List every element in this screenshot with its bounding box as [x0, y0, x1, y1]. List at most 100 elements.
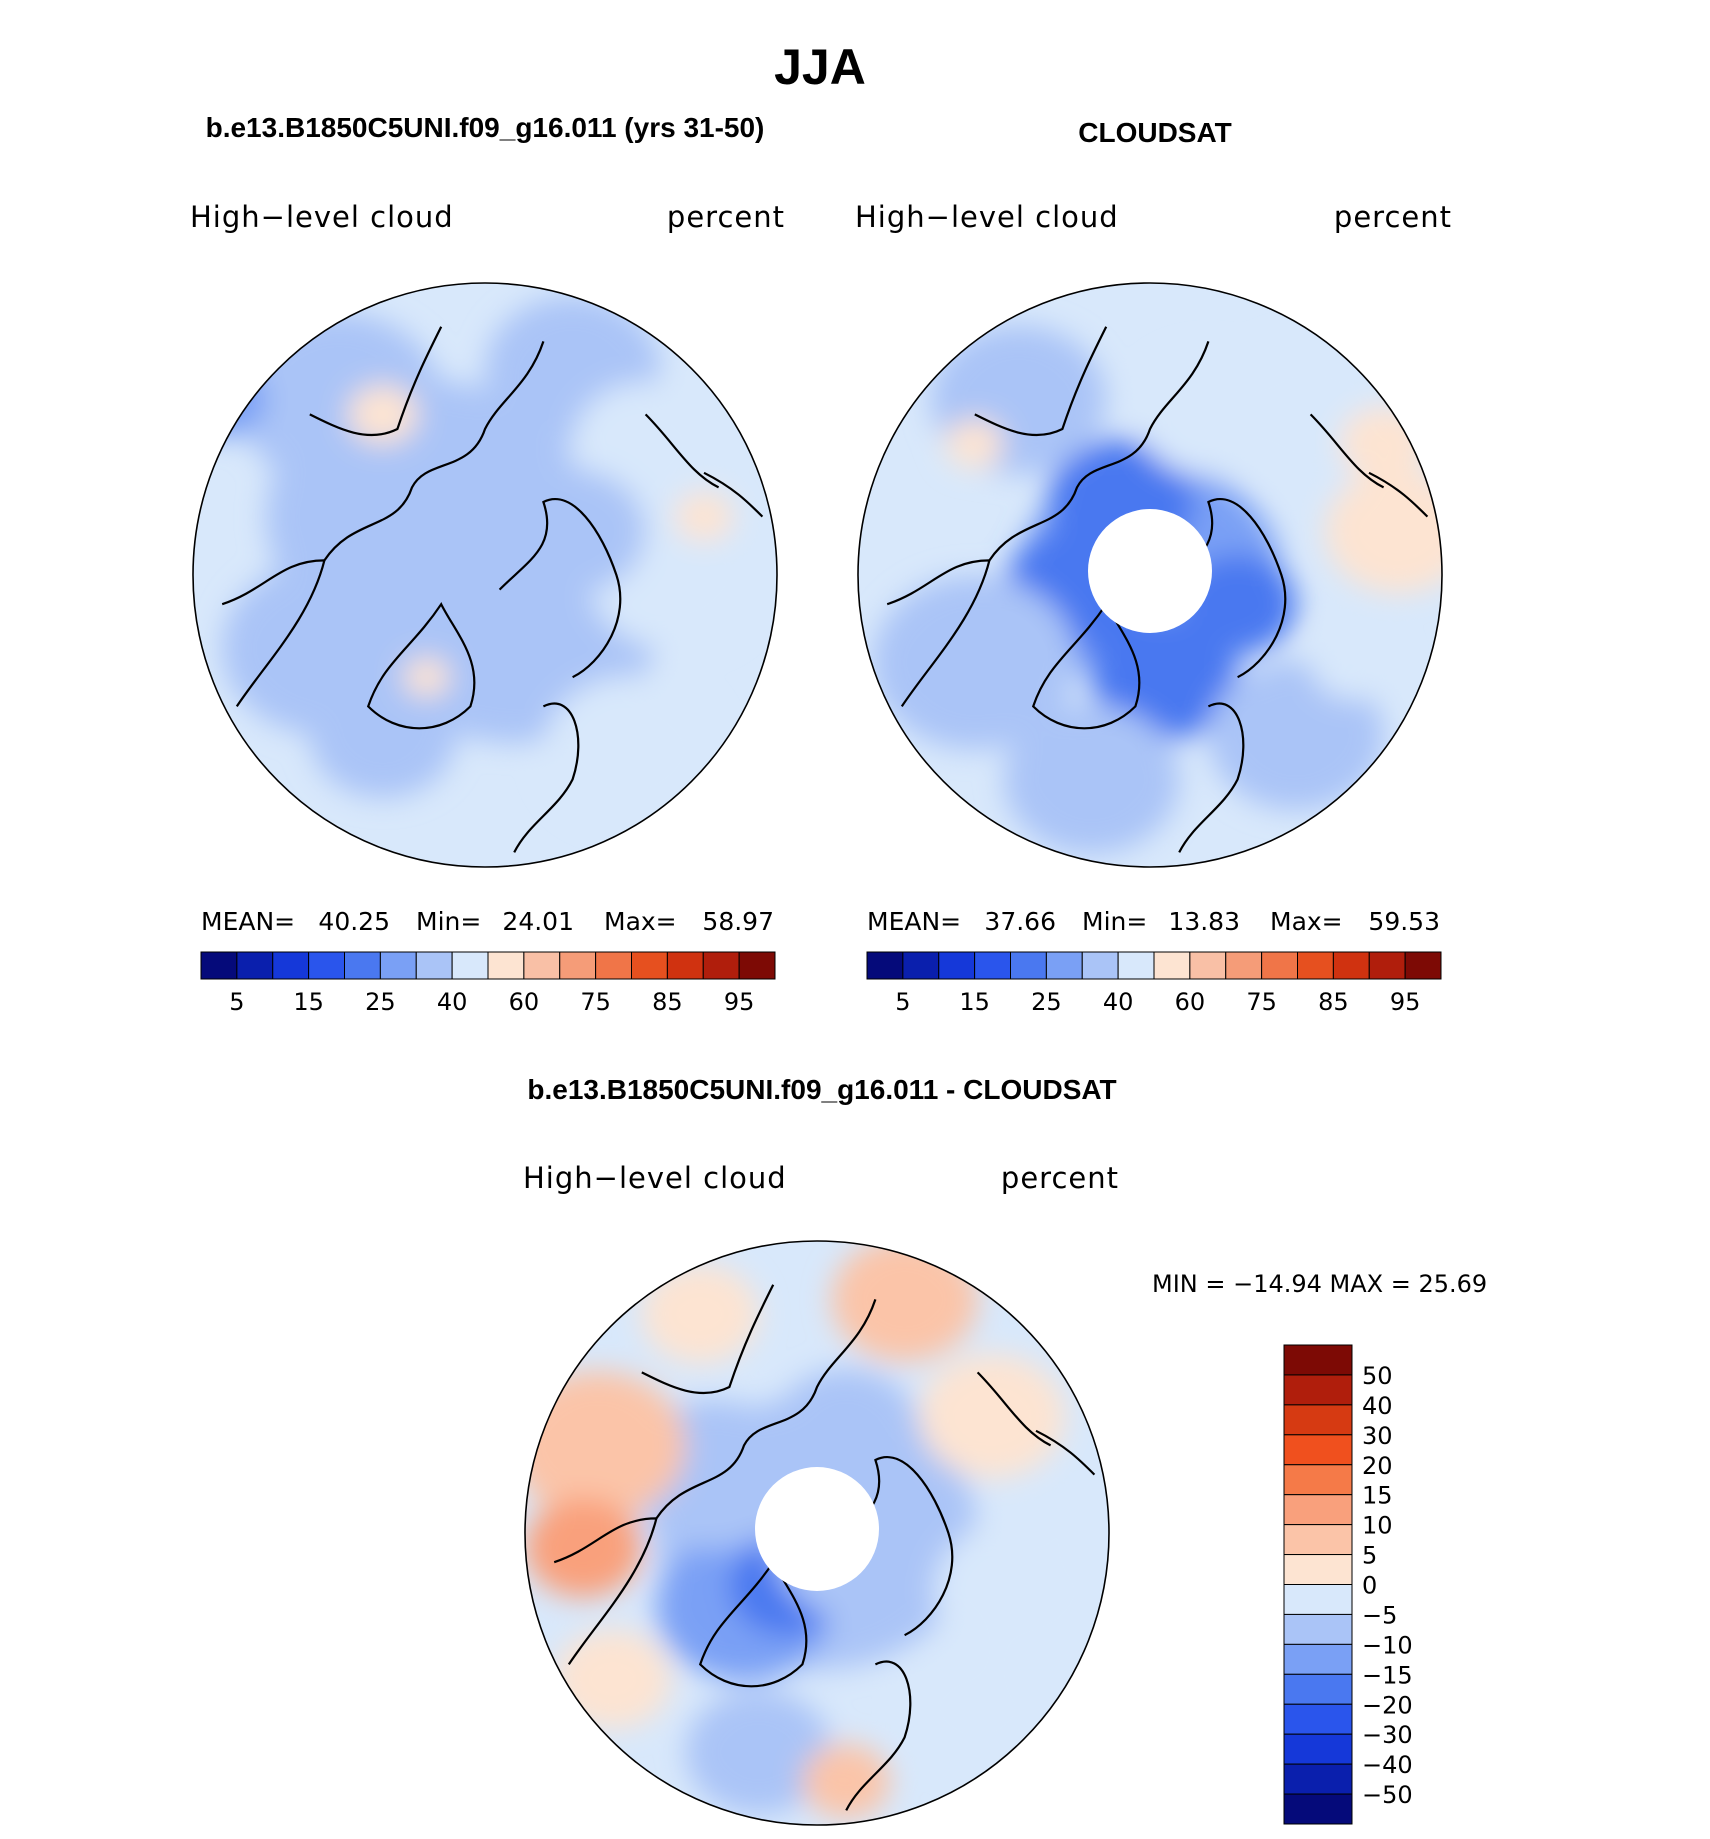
contour-region: [525, 1370, 686, 1520]
contour-region: [1135, 352, 1282, 477]
colorbar-tick-label: 25: [365, 988, 396, 1016]
contour-region: [1325, 469, 1442, 594]
contour-region: [403, 657, 450, 698]
coastline: [644, 413, 720, 489]
colorbar: 5 15 25 40 60 75 85 95: [200, 951, 776, 1016]
coastline: [1368, 471, 1429, 518]
coastline: [1178, 702, 1245, 853]
colorbar-swatch: [1117, 951, 1155, 980]
coastline: [976, 1371, 1052, 1447]
colorbar-swatch: [236, 951, 274, 980]
missing-data-pole: [755, 1467, 879, 1591]
coastline: [221, 559, 326, 708]
missing-data-pole: [1088, 509, 1212, 633]
colorbar-tick-label: 20: [1362, 1452, 1393, 1480]
contour-region: [933, 1516, 1109, 1666]
contour-region: [1339, 406, 1428, 481]
max-label: Max=: [604, 907, 677, 936]
coastline: [498, 498, 622, 679]
colorbar-swatch: [1283, 1703, 1353, 1735]
panel-title: b.e13.B1850C5UNI.f09_g16.011 - CLOUDSAT: [527, 1074, 1116, 1105]
colorbar-tick-label: 15: [1362, 1482, 1393, 1510]
colorbar-swatch: [1010, 951, 1047, 980]
colorbar-tick-label: −50: [1362, 1781, 1413, 1809]
colorbar-swatch: [1283, 1584, 1353, 1615]
units-label: percent: [667, 200, 785, 234]
contour-region: [1004, 704, 1180, 854]
colorbar-swatch: [1283, 1464, 1353, 1496]
coastline: [513, 702, 580, 853]
colorbar-swatch: [866, 951, 904, 980]
mean-label: MEAN=: [867, 907, 961, 936]
colorbar-tick-label: 95: [1390, 988, 1421, 1016]
contour-region: [831, 1241, 978, 1362]
coastline: [655, 1299, 877, 1520]
colorbar-tick-label: 5: [895, 988, 910, 1016]
colorbar-swatch: [631, 951, 668, 980]
colorbar-swatch: [559, 951, 597, 980]
colorbar-swatch: [1332, 951, 1370, 980]
colorbar-swatch: [1283, 1524, 1353, 1556]
contour-region: [347, 384, 418, 445]
colorbar-swatch: [1283, 1793, 1353, 1825]
colorbar-tick-label: 40: [437, 988, 468, 1016]
colorbar-swatch: [1404, 951, 1442, 980]
colorbar-swatch: [1283, 1554, 1353, 1585]
contour-region: [1091, 615, 1238, 740]
colorbar-swatch: [1297, 951, 1334, 980]
colorbar-tick-label: 15: [293, 988, 324, 1016]
colorbar-swatch: [666, 951, 704, 980]
colorbar-swatch: [702, 951, 740, 980]
coastline: [323, 341, 545, 562]
colorbar-swatch: [272, 951, 310, 980]
contour-region: [1310, 625, 1399, 700]
colorbar-swatch: [1283, 1344, 1353, 1376]
min-value: 13.83: [1168, 907, 1240, 936]
colorbar-swatch: [308, 951, 345, 980]
colorbar-tick-label: 40: [1362, 1392, 1393, 1420]
colorbar-swatch: [344, 951, 381, 980]
coastline: [641, 1284, 775, 1395]
colorbar-tick-label: −30: [1362, 1721, 1413, 1749]
colorbar-tick-label: 75: [580, 988, 611, 1016]
max-value: 59.53: [1368, 907, 1440, 936]
max-label: Max=: [1270, 907, 1343, 936]
min-label: Min=: [416, 907, 481, 936]
colorbar-tick-label: 10: [1362, 1512, 1393, 1540]
colorbar-swatch: [938, 951, 976, 980]
coastline: [988, 341, 1210, 562]
contour-region: [919, 1354, 1066, 1479]
colorbar-swatch: [902, 951, 940, 980]
page-title: JJA: [774, 39, 866, 95]
units-label: percent: [1001, 1161, 1119, 1195]
colorbar-tick-label: −20: [1362, 1691, 1413, 1719]
map-border: [524, 1240, 1110, 1826]
colorbar-swatch: [1081, 951, 1119, 980]
max-value: 58.97: [702, 907, 774, 936]
colorbar-swatch: [1368, 951, 1406, 980]
colorbar-swatch: [1153, 951, 1191, 980]
colorbar-swatch: [487, 951, 525, 980]
mean-value: 40.25: [318, 907, 390, 936]
contour-region: [674, 491, 734, 542]
colorbar-tick-label: 60: [509, 988, 540, 1016]
colorbar-tick-label: −15: [1362, 1661, 1413, 1689]
colorbar-tick-label: 60: [1175, 988, 1206, 1016]
min-value: 24.01: [502, 907, 574, 936]
map-border: [857, 282, 1443, 868]
colorbar-tick-label: 85: [1318, 988, 1349, 1016]
coastlines: [221, 326, 764, 853]
colorbar-swatch: [451, 951, 489, 980]
colorbar-tick-label: 50: [1362, 1362, 1393, 1390]
contour-region: [1030, 1488, 1101, 1549]
units-label: percent: [1334, 200, 1452, 234]
colorbar-swatch: [379, 951, 417, 980]
min-label: Min=: [1082, 907, 1147, 936]
colorbar-tick-label: −40: [1362, 1751, 1413, 1779]
variable-label: High−level cloud: [523, 1161, 787, 1195]
colorbar-tick-label: 5: [229, 988, 244, 1016]
coastlines: [553, 1284, 1096, 1811]
contour-region: [309, 673, 456, 798]
colorbar-swatch: [200, 951, 238, 980]
